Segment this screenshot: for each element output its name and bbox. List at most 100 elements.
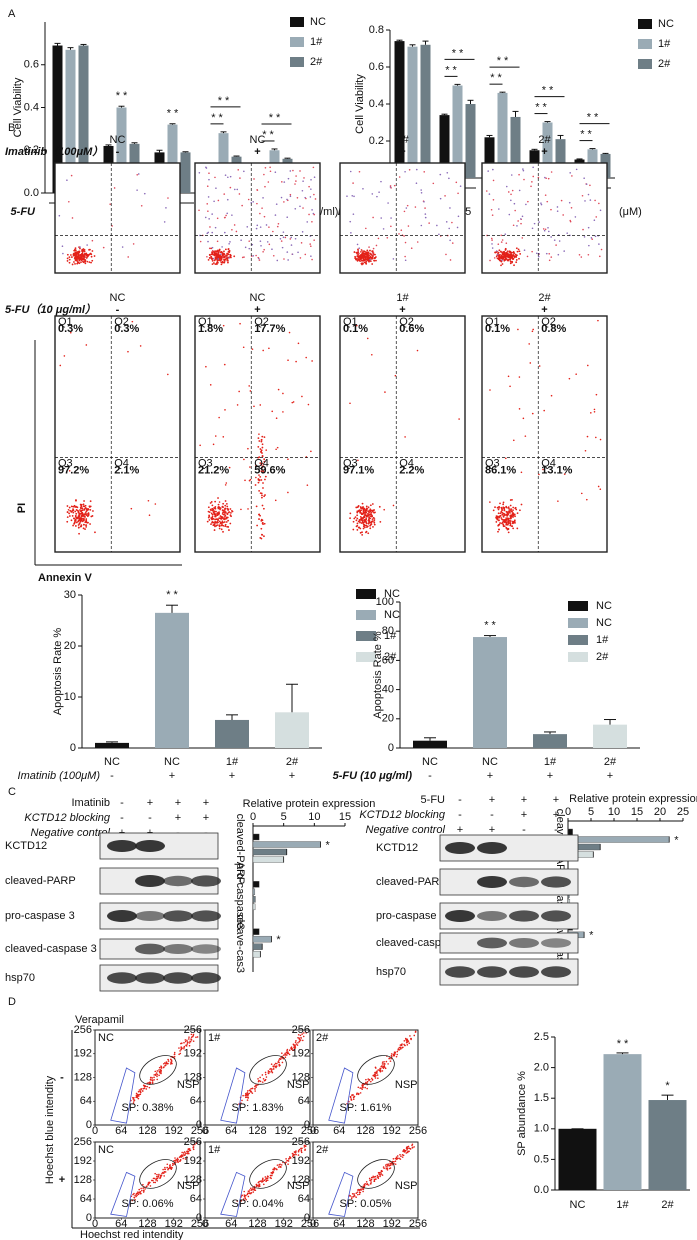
dot [272, 1068, 275, 1070]
dot [241, 204, 243, 207]
dot [288, 331, 291, 334]
dot [362, 510, 365, 512]
dot [249, 466, 251, 468]
treatment-sign: - [120, 812, 124, 824]
dot [382, 228, 385, 230]
y-tick-label: 0.2 [24, 144, 39, 156]
dot [518, 250, 521, 253]
dot [251, 243, 254, 246]
dot [509, 258, 512, 261]
x-tick-label: 64 [115, 1218, 127, 1230]
dot [513, 521, 515, 523]
bar [116, 107, 127, 193]
band [541, 910, 571, 922]
band [477, 842, 507, 854]
dot [171, 1164, 174, 1167]
dot [81, 520, 84, 523]
significance: * * [116, 90, 128, 102]
dot [501, 511, 504, 514]
dot [405, 1152, 408, 1154]
dot [208, 218, 210, 220]
dot [176, 1160, 179, 1163]
dot [349, 517, 351, 520]
dot [367, 1078, 370, 1080]
band [191, 972, 221, 984]
dot [523, 249, 526, 251]
dot [260, 439, 263, 441]
dot [448, 177, 450, 180]
dot [408, 168, 411, 171]
flow-plot [54, 315, 181, 553]
dot [78, 516, 80, 519]
dot [374, 1071, 376, 1074]
treatment-sign: + [521, 809, 527, 821]
dot [395, 1055, 398, 1058]
dot [82, 505, 85, 508]
dot [587, 253, 590, 256]
dot [245, 1198, 247, 1201]
x-tick-label: 64 [115, 1125, 127, 1137]
band [477, 937, 507, 949]
dot [68, 200, 70, 203]
group-label: NC [250, 134, 266, 146]
x-tick-label: 2# [604, 756, 617, 768]
dot [599, 438, 602, 441]
dot [240, 239, 242, 242]
dot [262, 1180, 264, 1183]
dot [224, 504, 227, 507]
dot [216, 240, 219, 243]
dot [368, 1177, 371, 1180]
dot [243, 1194, 246, 1196]
dot [102, 246, 105, 249]
dot [222, 253, 224, 255]
dot [242, 1198, 245, 1200]
dot [490, 237, 493, 240]
treatment-sign: + [254, 146, 260, 158]
dot [374, 1073, 377, 1075]
dot [513, 202, 516, 205]
dot [375, 259, 377, 262]
bar [420, 44, 431, 178]
dot [73, 261, 75, 263]
dot [381, 1066, 384, 1068]
dot [133, 1100, 135, 1102]
dot [504, 518, 507, 521]
dot [241, 1099, 243, 1102]
dot [370, 1077, 373, 1080]
dot [159, 1068, 162, 1071]
dot [282, 411, 284, 413]
dot [281, 181, 283, 183]
x-axis-label: Hoechst red intendity [80, 1229, 184, 1240]
dot [516, 250, 519, 253]
dot [149, 1081, 151, 1083]
dot [495, 250, 498, 252]
quadrant-value: 0.6% [399, 323, 424, 335]
dot [436, 224, 438, 227]
dot [276, 1164, 279, 1166]
x-tick-label: 15 [631, 806, 643, 818]
dot [589, 184, 591, 187]
dot [301, 1147, 303, 1150]
dot [355, 258, 358, 261]
dot [289, 1157, 291, 1159]
dot [512, 254, 515, 257]
dot [229, 175, 232, 178]
dot [131, 1096, 134, 1099]
dot [287, 1159, 289, 1162]
dot [182, 1157, 184, 1160]
dot [183, 1046, 185, 1049]
y-tick-label: 60 [382, 654, 394, 666]
dot [284, 1052, 286, 1055]
y-tick-label: 0.0 [24, 187, 39, 199]
dot [282, 236, 285, 239]
dot [546, 200, 549, 203]
treatment-label: Negative control [366, 824, 446, 836]
dot [216, 524, 219, 527]
dot [365, 505, 368, 508]
dot [403, 235, 405, 237]
y-tick-label: 20 [64, 640, 76, 652]
dot [358, 256, 361, 259]
dot [145, 1088, 148, 1090]
dot [79, 506, 82, 509]
dot [291, 1155, 294, 1158]
